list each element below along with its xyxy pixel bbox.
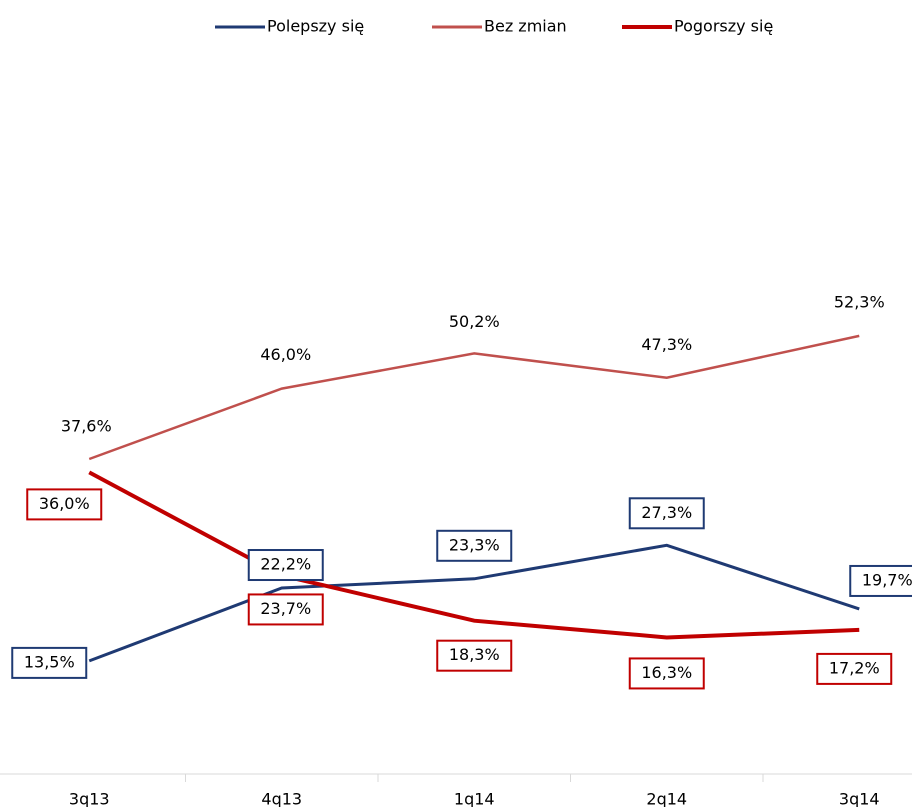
x-tick-label: 3q14 (839, 790, 880, 807)
label-box (26, 488, 103, 521)
data-label: 46,0% (260, 345, 311, 364)
data-label: 13,5% (24, 652, 75, 671)
line-series (88, 543, 860, 663)
label-box (849, 564, 912, 597)
label-box (436, 639, 513, 672)
legend-label: Bez zmian (484, 17, 567, 36)
x-tick-label: 3q13 (69, 790, 110, 807)
data-label: 23,7% (260, 599, 311, 618)
label-box (11, 646, 88, 679)
data-label: 27,3% (641, 503, 692, 522)
data-label: 19,7% (862, 570, 912, 589)
data-label: 36,0% (39, 494, 90, 513)
data-label: 22,2% (260, 555, 311, 574)
data-label: 18,3% (449, 645, 500, 664)
label-box (628, 497, 705, 530)
legend-label: Pogorszy się (674, 17, 773, 36)
label-box (247, 593, 324, 626)
label-box (628, 657, 705, 690)
data-label: 23,3% (449, 535, 500, 554)
x-tick-label: 2q14 (646, 790, 687, 807)
label-box (247, 549, 324, 582)
label-box (436, 529, 513, 562)
data-label: 16,3% (641, 663, 692, 682)
data-label: 47,3% (641, 335, 692, 354)
data-label: 52,3% (834, 292, 885, 311)
line-series (88, 334, 860, 461)
line-series (88, 470, 860, 640)
x-tick-label: 1q14 (454, 790, 495, 807)
x-tick-label: 4q13 (261, 790, 302, 807)
data-label: 50,2% (449, 312, 500, 331)
label-box (816, 652, 893, 685)
data-label: 37,6% (61, 416, 112, 435)
legend-label: Polepszy się (267, 17, 364, 36)
data-label: 17,2% (829, 658, 880, 677)
